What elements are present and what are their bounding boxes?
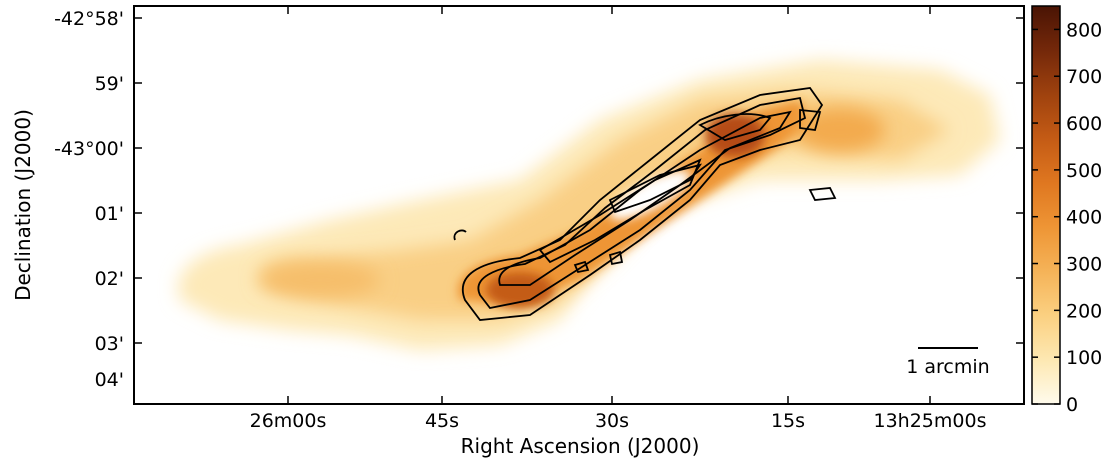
colorbar-tick-label: 700 [1066,66,1102,88]
contour-lines [453,87,837,321]
y-tick-label: -43°00' [54,138,124,160]
contour-1 [462,87,824,321]
y-axis-title: Declination (J2000) [11,109,35,301]
colorbar-tick-label: 500 [1066,160,1102,182]
plot-frame [133,5,1025,405]
colorbar: 0 100 200 300 400 500 600 700 800 [1031,5,1102,416]
colorbar-tick-label: 200 [1066,300,1102,322]
y-tick-label: -42°58' [54,8,124,30]
x-axis-title: Right Ascension (J2000) [461,434,700,458]
scale-bar-label: 1 arcmin [906,356,989,378]
x-tick-label: 15s [771,410,805,432]
x-tick-label: 13h25m00s [874,410,987,432]
colorbar-tick-label: 400 [1066,207,1102,229]
contour-9 [808,187,837,201]
y-tick-label: 04' [95,369,124,391]
x-tick-label: 45s [425,410,459,432]
y-tick-label: 01' [95,203,124,225]
x-tick-labels: 26m00s 45s 30s 15s 13h25m00s [250,410,987,432]
colorbar-tick-label: 800 [1066,19,1102,41]
colorbar-ticks: 0 100 200 300 400 500 600 700 800 [1032,19,1102,416]
contour-3 [498,110,792,286]
colorbar-tick-label: 100 [1066,347,1102,369]
y-tick-label: 02' [95,268,124,290]
contour-8 [453,229,467,241]
contour-4 [538,158,702,264]
contour-6 [698,113,772,141]
x-tick-label: 30s [595,410,629,432]
hotspot-e-arm [260,262,380,298]
colorbar-tick-label: 600 [1066,113,1102,135]
contour-2 [477,96,807,309]
heatmap-image [178,60,1000,350]
colorbar-tick-label: 300 [1066,254,1102,276]
y-tick-label: 03' [95,333,124,355]
contour-5 [608,163,703,214]
colorbar-tick-label: 0 [1066,394,1078,416]
contour-7 [799,109,822,131]
colorbar-gradient [1031,5,1061,405]
axis-tick-marks [134,6,1024,404]
x-tick-label: 26m00s [250,410,327,432]
contour-11 [608,250,624,266]
y-tick-label: 59' [95,73,124,95]
contour-10 [573,260,590,274]
y-tick-labels: -42°58' 59' -43°00' 01' 02' 03' 04' [54,8,124,391]
